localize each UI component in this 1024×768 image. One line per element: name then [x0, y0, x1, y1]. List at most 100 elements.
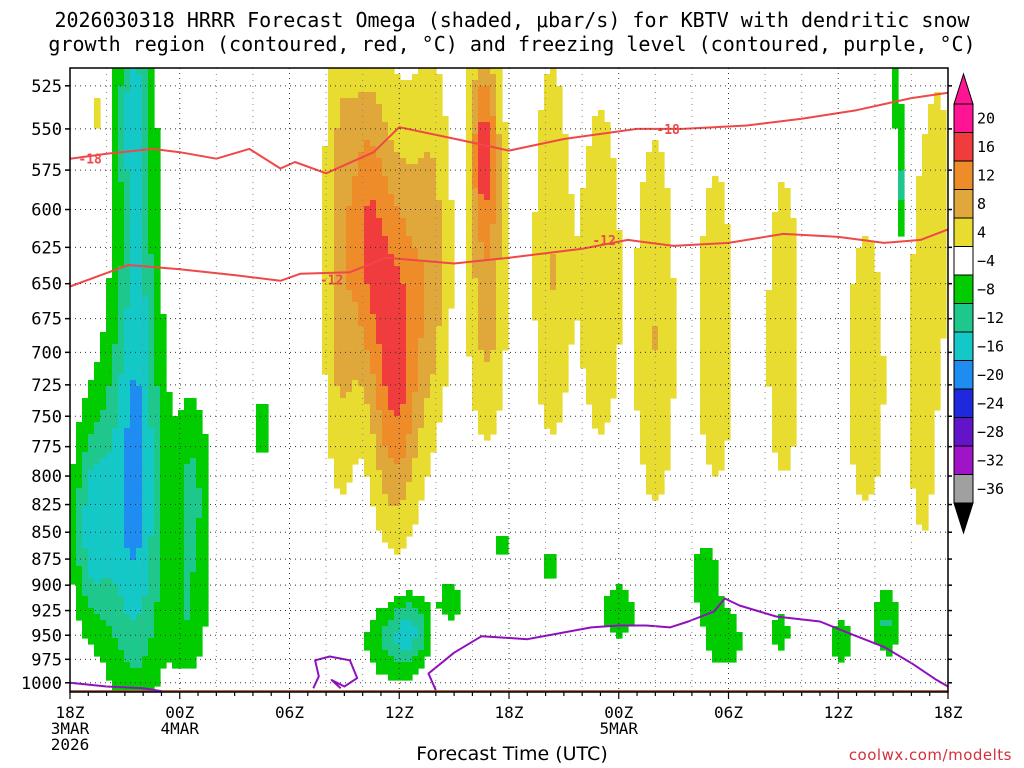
omega-cell — [550, 164, 557, 171]
omega-cell — [646, 488, 653, 495]
omega-cell — [142, 332, 149, 339]
omega-cell — [364, 428, 371, 435]
omega-cell — [724, 296, 731, 303]
omega-cell — [418, 458, 425, 465]
omega-cell — [424, 164, 431, 171]
omega-cell — [472, 314, 479, 321]
omega-cell — [556, 128, 563, 135]
omega-cell — [646, 170, 653, 177]
omega-cell — [88, 548, 95, 555]
omega-cell — [118, 176, 125, 183]
omega-cell — [100, 548, 107, 555]
omega-cell — [406, 410, 413, 417]
omega-cell — [394, 86, 401, 93]
omega-cell — [184, 572, 191, 579]
omega-cell — [154, 572, 161, 579]
omega-cell — [490, 350, 497, 357]
omega-cell — [544, 416, 551, 423]
omega-cell — [328, 314, 335, 321]
omega-cell — [484, 344, 491, 351]
omega-cell — [130, 524, 137, 531]
omega-cell — [82, 518, 89, 525]
omega-cell — [436, 272, 443, 279]
omega-cell — [466, 146, 473, 153]
omega-cell — [184, 404, 191, 411]
omega-cell — [604, 410, 611, 417]
omega-cell — [376, 416, 383, 423]
omega-cell — [364, 326, 371, 333]
omega-cell — [190, 512, 197, 519]
omega-cell — [94, 482, 101, 489]
omega-cell — [586, 326, 593, 333]
omega-cell — [178, 410, 185, 417]
omega-cell — [670, 278, 677, 285]
omega-cell — [124, 434, 131, 441]
omega-cell — [592, 308, 599, 315]
omega-cell — [394, 524, 401, 531]
omega-cell — [664, 404, 671, 411]
omega-cell — [124, 500, 131, 507]
omega-cell — [178, 458, 185, 465]
omega-cell — [586, 200, 593, 207]
omega-cell — [484, 92, 491, 99]
omega-cell — [142, 494, 149, 501]
omega-cell — [340, 476, 347, 483]
omega-cell — [124, 140, 131, 147]
omega-cell — [166, 608, 173, 615]
omega-cell — [484, 260, 491, 267]
omega-cell — [358, 128, 365, 135]
omega-cell — [136, 602, 143, 609]
omega-cell — [328, 230, 335, 237]
omega-cell — [118, 122, 125, 129]
omega-cell — [178, 476, 185, 483]
omega-cell — [112, 152, 119, 159]
omega-cell — [88, 614, 95, 621]
omega-cell — [652, 428, 659, 435]
omega-cell — [376, 638, 383, 645]
omega-cell — [190, 548, 197, 555]
omega-cell — [160, 326, 167, 333]
omega-cell — [184, 620, 191, 627]
omega-cell — [328, 428, 335, 435]
omega-cell — [562, 224, 569, 231]
omega-cell — [376, 368, 383, 375]
omega-cell — [382, 98, 389, 105]
omega-cell — [670, 344, 677, 351]
omega-cell — [700, 410, 707, 417]
omega-cell — [784, 356, 791, 363]
omega-cell — [604, 392, 611, 399]
omega-cell — [484, 152, 491, 159]
omega-cell — [532, 266, 539, 273]
omega-cell — [784, 200, 791, 207]
omega-cell — [634, 326, 641, 333]
omega-cell — [130, 146, 137, 153]
omega-cell — [352, 224, 359, 231]
omega-cell — [118, 362, 125, 369]
omega-cell — [148, 230, 155, 237]
omega-cell — [166, 632, 173, 639]
omega-cell — [592, 386, 599, 393]
omega-cell — [610, 350, 617, 357]
omega-cell — [412, 272, 419, 279]
omega-cell — [76, 482, 83, 489]
omega-cell — [412, 668, 419, 675]
omega-cell — [394, 74, 401, 81]
omega-cell — [148, 590, 155, 597]
omega-cell — [496, 350, 503, 357]
omega-cell — [556, 158, 563, 165]
omega-cell — [142, 236, 149, 243]
omega-cell — [448, 266, 455, 273]
omega-cell — [544, 98, 551, 105]
omega-cell — [190, 614, 197, 621]
omega-cell — [148, 608, 155, 615]
omega-cell — [82, 464, 89, 471]
omega-cell — [154, 458, 161, 465]
omega-cell — [550, 290, 557, 297]
omega-cell — [112, 476, 119, 483]
omega-cell — [700, 620, 707, 627]
omega-cell — [718, 392, 725, 399]
omega-cell — [118, 302, 125, 309]
omega-cell — [718, 452, 725, 459]
omega-cell — [112, 374, 119, 381]
omega-cell — [586, 164, 593, 171]
